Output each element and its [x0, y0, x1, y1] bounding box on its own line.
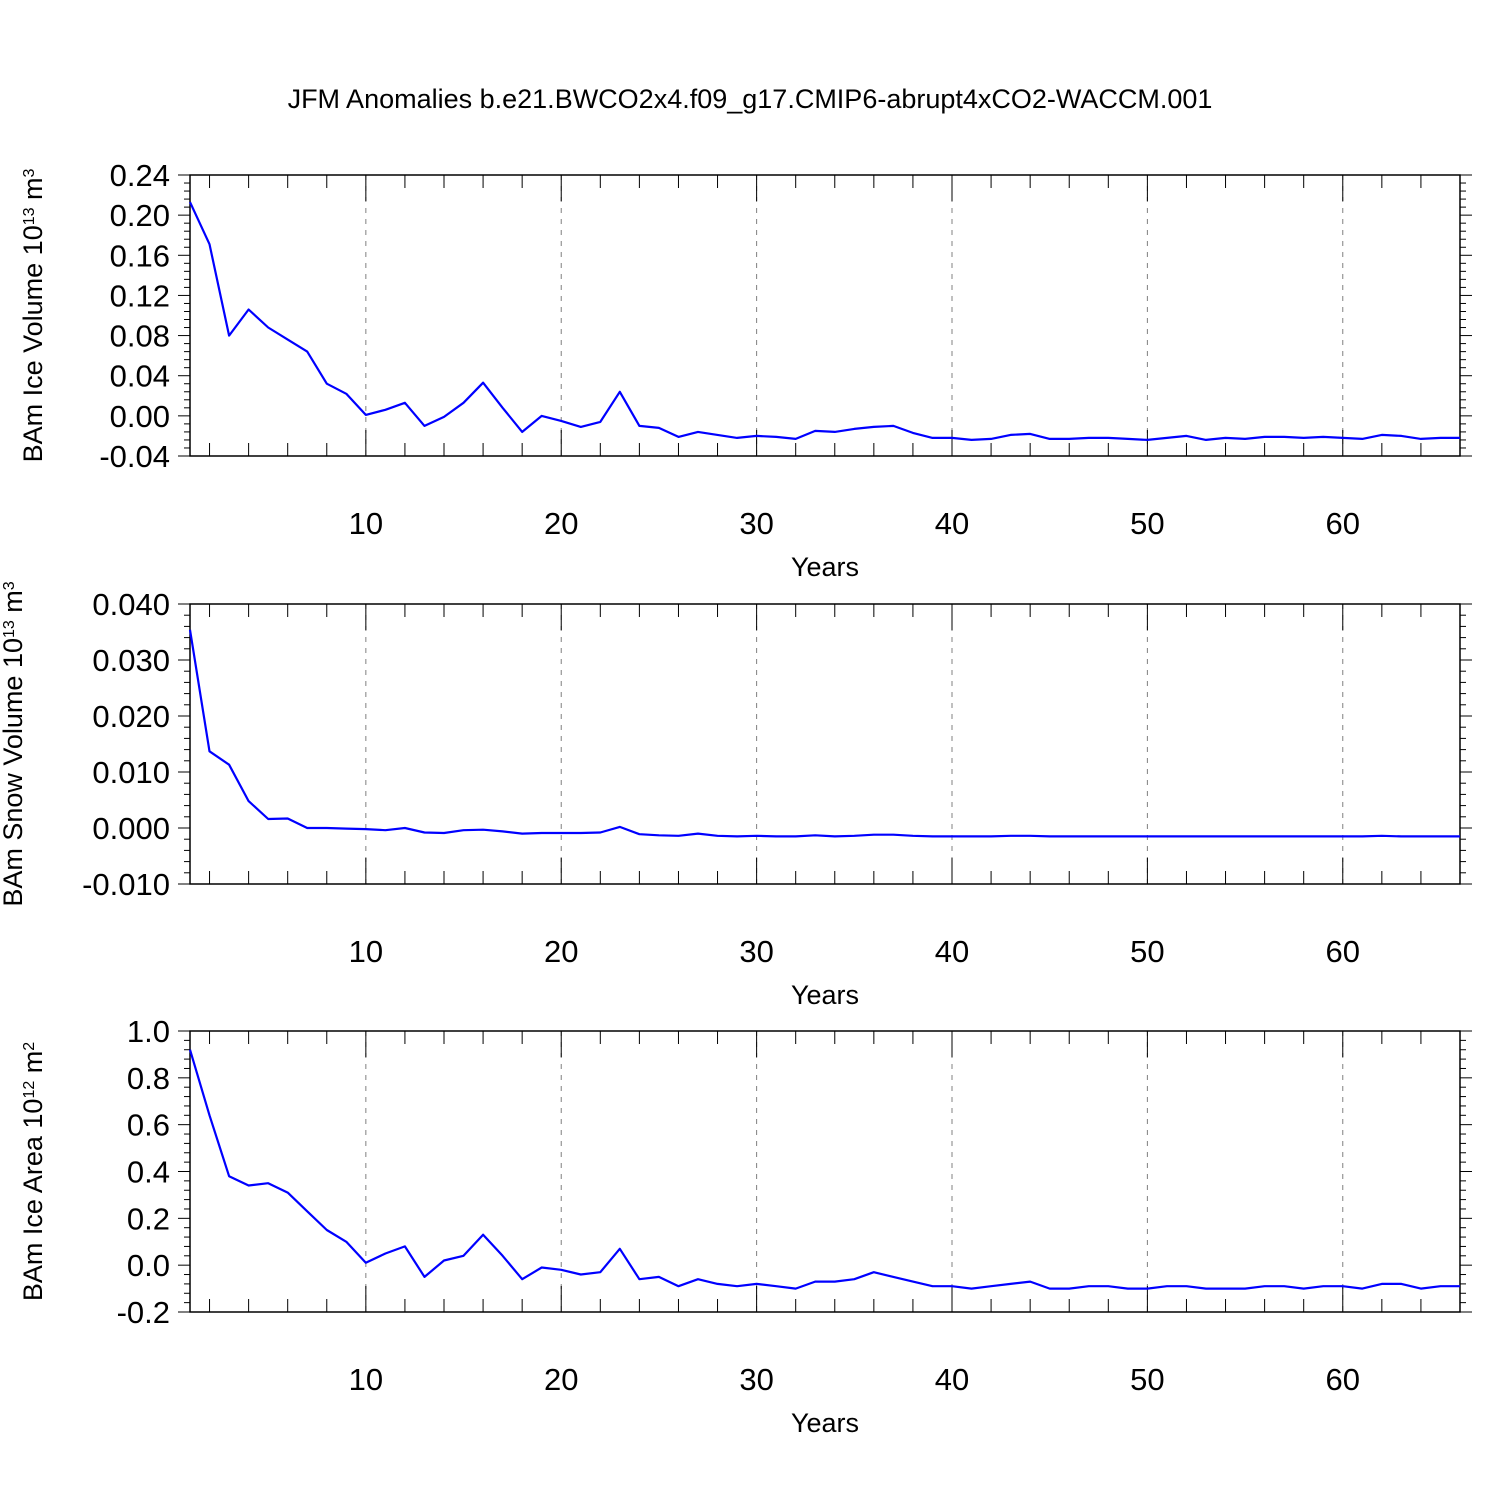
x-tick-label: 30: [739, 934, 773, 969]
y-tick-label: 0.020: [92, 699, 170, 734]
y-tick-label: 0.8: [127, 1061, 170, 1096]
y-tick-label: 0.4: [127, 1155, 170, 1190]
y-tick-label: 0.2: [127, 1201, 170, 1236]
chart-title: JFM Anomalies b.e21.BWCO2x4.f09_g17.CMIP…: [287, 84, 1213, 114]
x-tick-label: 40: [935, 934, 969, 969]
x-axis-label: Years: [791, 1408, 859, 1438]
data-series-line: [189, 201, 1460, 441]
y-tick-label: 0.12: [110, 278, 170, 313]
plot-panel-3: -0.2 0.0 0.2 0.4 0.6 0.8 1.0 10 20 30 40 50 60 Years B…: [18, 1014, 1472, 1438]
y-tick-label: 0.08: [110, 319, 170, 354]
y-tick-label: 0.010: [92, 755, 170, 790]
plot-frame: [189, 603, 1461, 885]
plot-panel-2: -0.010 0.000 0.010 0.020 0.030 0.040 10 20 30 40 5…: [0, 581, 1472, 1010]
x-tick-label: 40: [935, 506, 969, 541]
y-tick-label: 0.6: [127, 1108, 170, 1143]
x-tick-label: 50: [1130, 1362, 1164, 1397]
x-tick-label: 60: [1326, 1362, 1360, 1397]
y-tick-label: 0.000: [92, 811, 170, 846]
y-tick-label: 0.0: [127, 1248, 170, 1283]
y-tick-label: -0.2: [117, 1295, 170, 1330]
x-tick-label: 30: [739, 506, 773, 541]
plot-frame: [189, 1030, 1461, 1313]
plot-panel-1: -0.04 0.00 0.04 0.08 0.12 0.16 0.20 0.24 10 20 30 4…: [18, 158, 1472, 582]
y-tick-label: 0.24: [110, 158, 170, 193]
x-tick-label: 10: [349, 934, 383, 969]
y-tick-label: 0.00: [110, 399, 170, 434]
plot-frame: [189, 174, 1461, 457]
x-tick-label: 10: [349, 1362, 383, 1397]
x-tick-label: 20: [544, 1362, 578, 1397]
y-axis-label: BAm Snow Volume 1013 m3: [0, 581, 28, 906]
y-tick-label: 0.16: [110, 238, 170, 273]
x-tick-label: 50: [1130, 506, 1164, 541]
x-tick-label: 30: [739, 1362, 773, 1397]
y-tick-label: 0.20: [110, 198, 170, 233]
data-series-line: [188, 1049, 1460, 1290]
y-tick-label: 1.0: [127, 1014, 170, 1049]
x-tick-label: 10: [349, 506, 383, 541]
x-axis-label: Years: [791, 980, 859, 1010]
x-tick-label: 60: [1326, 934, 1360, 969]
y-tick-label: 0.04: [110, 359, 170, 394]
y-tick-label: 0.030: [92, 643, 170, 678]
y-tick-label: -0.04: [99, 439, 170, 474]
y-tick-label: -0.010: [82, 867, 170, 902]
y-axis-label: BAm Ice Volume 1013 m3: [18, 168, 48, 462]
x-tick-label: 20: [544, 934, 578, 969]
x-tick-label: 20: [544, 506, 578, 541]
x-tick-label: 60: [1326, 506, 1360, 541]
y-tick-label: 0.040: [92, 587, 170, 622]
x-tick-label: 40: [935, 1362, 969, 1397]
y-axis-label: BAm Ice Area 1012 m2: [18, 1042, 48, 1301]
data-series-line: [188, 629, 1460, 838]
x-axis-label: Years: [791, 552, 859, 582]
x-tick-label: 50: [1130, 934, 1164, 969]
